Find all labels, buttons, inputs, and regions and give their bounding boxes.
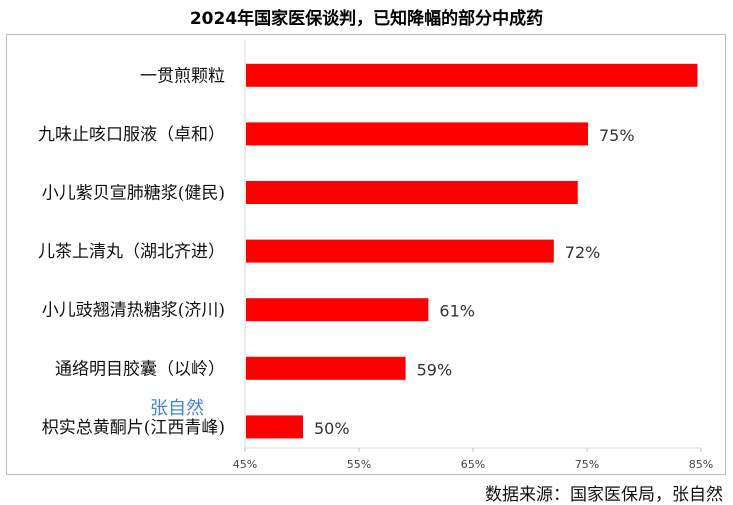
x-tick-label-5: 85%	[689, 458, 713, 471]
bar-5	[246, 298, 429, 322]
x-tick-label-2: 55%	[347, 458, 371, 471]
chart-title: 2024年国家医保谈判，已知降幅的部分中成药	[189, 9, 544, 29]
category-label-6: 通络明目胶囊（以岭）	[55, 359, 225, 379]
data-label-5: 61%	[439, 302, 475, 321]
category-label-2: 九味止咳口服液（卓和）	[38, 125, 225, 145]
data-source-note: 数据来源：国家医保局，张自然	[485, 485, 723, 505]
category-label-5: 小儿豉翘清热糖浆(济川)	[42, 301, 225, 321]
bar-6	[246, 356, 406, 380]
x-tick-label-1: 45%	[233, 458, 257, 471]
bar-3	[246, 181, 578, 204]
watermark: 张自然	[150, 398, 204, 419]
data-label-2: 75%	[599, 126, 635, 145]
category-label-4: 儿茶上清丸（湖北齐进）	[38, 242, 225, 262]
bar-4	[246, 239, 554, 263]
bar-1	[246, 63, 698, 87]
bar-7	[246, 415, 303, 439]
category-label-1: 一贯煎颗粒	[140, 66, 225, 86]
x-tick-label-4: 75%	[575, 458, 599, 471]
data-label-6: 59%	[417, 360, 453, 379]
data-label-7: 50%	[314, 419, 350, 438]
category-label-7: 枳实总黄酮片(江西青峰)	[42, 418, 225, 438]
data-label-4: 72%	[565, 243, 601, 262]
x-tick-label-3: 65%	[461, 458, 485, 471]
category-label-3: 小儿紫贝宣肺糖浆(健民)	[42, 184, 225, 204]
chart-frame	[6, 34, 726, 475]
bar-2	[246, 122, 588, 146]
